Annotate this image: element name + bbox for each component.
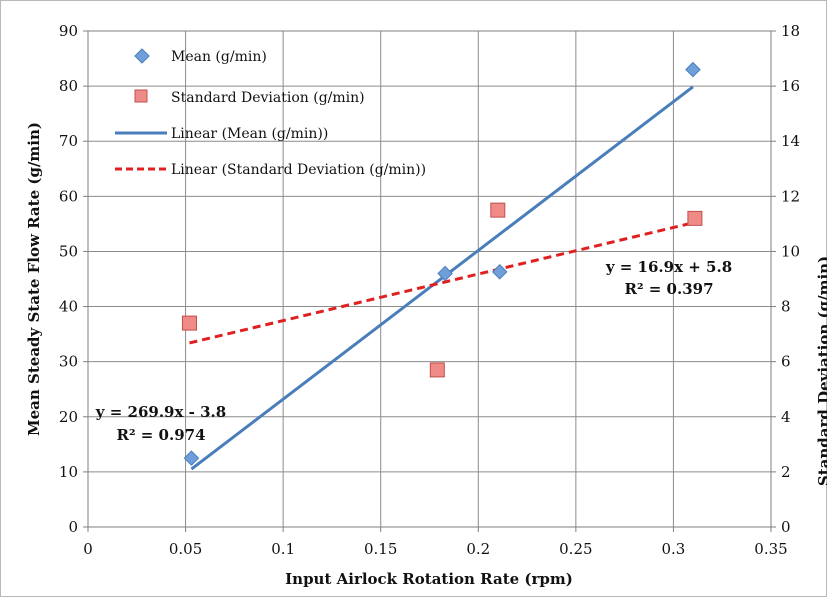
left-tick-label: 90 <box>59 22 78 40</box>
legend-label-std: Standard Deviation (g/min) <box>171 90 365 106</box>
left-tick-label: 10 <box>59 463 78 481</box>
mean-point <box>183 450 200 466</box>
left-axis-ticks: 0 10 20 30 40 50 60 70 80 90 <box>59 22 88 536</box>
right-tick-label: 6 <box>781 353 791 371</box>
left-axis-title: Mean Steady State Flow Rate (g/min) <box>25 122 43 436</box>
left-tick-label: 50 <box>59 242 78 260</box>
equation-mean: y = 269.9x - 3.8 <box>95 403 226 421</box>
std-dev-point <box>429 362 445 378</box>
trendline-label-std: y = 16.9x + 5.8 R² = 0.397 <box>605 258 732 298</box>
right-tick-label: 4 <box>781 408 791 426</box>
legend-label-linear-mean: Linear (Mean (g/min)) <box>171 126 328 142</box>
legend-item-mean: Mean (g/min) <box>134 48 267 65</box>
r-squared-mean: R² = 0.974 <box>116 426 205 444</box>
x-tick-label: 0.25 <box>559 540 592 558</box>
x-tick-label: 0.35 <box>754 540 787 558</box>
trendline-label-mean: y = 269.9x - 3.8 R² = 0.974 <box>95 403 226 444</box>
left-tick-label: 40 <box>59 298 78 316</box>
r-squared-std: R² = 0.397 <box>624 280 713 298</box>
x-tick-label: 0.05 <box>169 540 202 558</box>
mean-point <box>491 264 508 280</box>
right-tick-label: 0 <box>781 518 791 536</box>
left-tick-label: 0 <box>68 518 78 536</box>
legend-marker-mean-diamond <box>134 48 150 64</box>
legend: Mean (g/min) Standard Deviation (g/min) … <box>115 48 426 178</box>
data-points <box>181 61 703 466</box>
legend-item-linear-std: Linear (Standard Deviation (g/min)) <box>115 162 426 178</box>
x-axis-title: Input Airlock Rotation Rate (rpm) <box>285 570 573 588</box>
right-tick-label: 18 <box>781 22 800 40</box>
left-tick-label: 80 <box>59 77 78 95</box>
right-tick-label: 8 <box>781 298 791 316</box>
right-axis-ticks: 0 2 4 6 8 10 12 14 16 18 <box>771 22 800 536</box>
x-tick-label: 0.15 <box>364 540 397 558</box>
std-dev-point <box>490 202 506 218</box>
left-tick-label: 70 <box>59 132 78 150</box>
grid-lines <box>87 30 772 528</box>
legend-label-mean: Mean (g/min) <box>171 49 267 65</box>
x-tick-label: 0.3 <box>661 540 685 558</box>
right-tick-label: 10 <box>781 242 800 260</box>
x-tick-label: 0 <box>83 540 93 558</box>
mean-point <box>685 61 701 78</box>
x-tick-label: 0.2 <box>466 540 490 558</box>
right-tick-label: 16 <box>781 77 800 95</box>
right-tick-label: 14 <box>781 132 800 150</box>
std-dev-point <box>181 315 197 331</box>
std-dev-point <box>687 210 703 226</box>
legend-item-std: Standard Deviation (g/min) <box>134 89 365 106</box>
left-tick-label: 20 <box>59 408 78 426</box>
trendline-std <box>189 220 696 345</box>
left-tick-label: 60 <box>59 187 78 205</box>
left-tick-label: 30 <box>59 353 78 371</box>
legend-item-linear-mean: Linear (Mean (g/min)) <box>115 126 328 142</box>
right-axis-title: Standard Deviation (g/min) <box>815 256 827 486</box>
legend-label-linear-std: Linear (Standard Deviation (g/min)) <box>171 162 426 178</box>
plot-border <box>87 30 772 528</box>
right-tick-label: 2 <box>781 463 791 481</box>
x-tick-label: 0.1 <box>271 540 295 558</box>
right-tick-label: 12 <box>781 187 800 205</box>
mean-point <box>437 265 453 282</box>
equation-std: y = 16.9x + 5.8 <box>605 258 732 276</box>
legend-marker-std-square <box>134 89 148 103</box>
x-axis-ticks: 0 0.05 0.1 0.15 0.2 0.25 0.3 0.35 <box>83 527 788 558</box>
